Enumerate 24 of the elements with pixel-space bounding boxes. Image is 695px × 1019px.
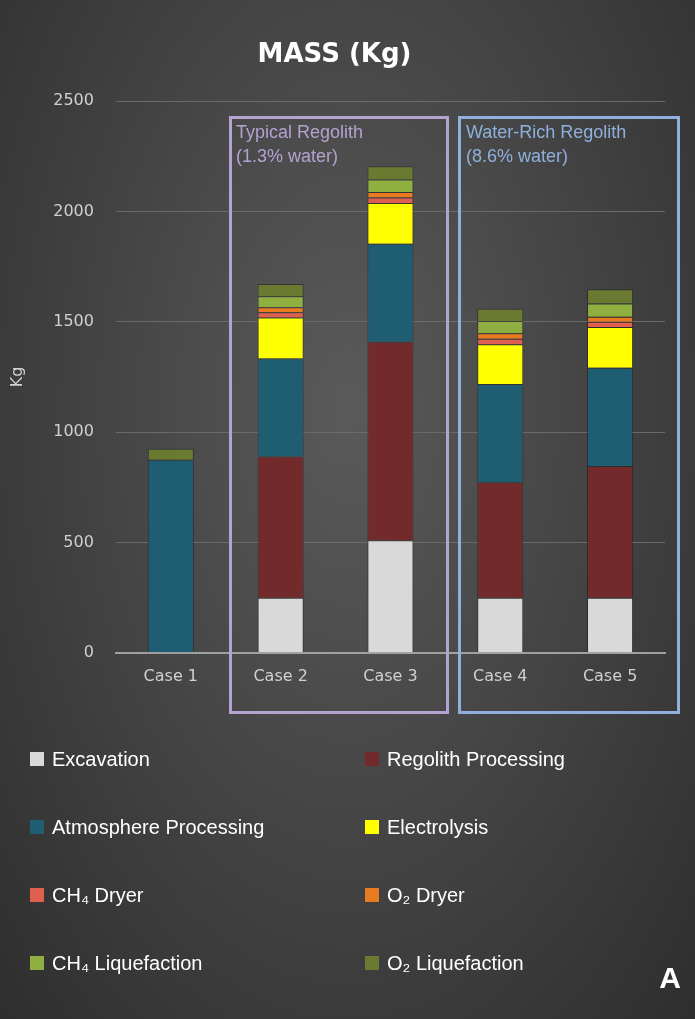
y-tick-label: 2500 (53, 90, 94, 110)
legend-label: O₂ Dryer (387, 883, 465, 907)
x-tick-label: Case 1 (143, 665, 199, 685)
x-tick-label: Case 3 (363, 665, 418, 685)
y-tick-label: 500 (63, 531, 94, 551)
legend-label: Regolith Processing (387, 747, 565, 771)
y-tick-label: 1500 (53, 311, 94, 330)
legend-label: CH₄ Liquefaction (52, 951, 203, 975)
x-tick-label: Case 5 (582, 665, 638, 685)
annotation: Typical Regolith (1.3% water) (236, 121, 365, 168)
annotation: Water-Rich Regolith (8.6% water) (466, 121, 628, 168)
x-tick-label: Case 2 (253, 665, 308, 685)
y-axis-title: Kg (6, 366, 26, 388)
chart-title: MASS (Kg) (257, 38, 412, 69)
x-tick-label: Case 4 (473, 665, 528, 685)
y-tick-label: 2000 (53, 200, 94, 220)
legend-label: O₂ Liquefaction (387, 951, 524, 975)
y-tick-label: 0 (83, 641, 94, 661)
legend-label: CH₄ Dryer (52, 883, 144, 907)
text: A (659, 961, 681, 995)
legend-label: Electrolysis (387, 815, 489, 839)
legend-label: Atmosphere Processing (52, 815, 265, 839)
legend-label: Excavation (52, 747, 150, 771)
y-tick-label: 1000 (53, 421, 94, 441)
